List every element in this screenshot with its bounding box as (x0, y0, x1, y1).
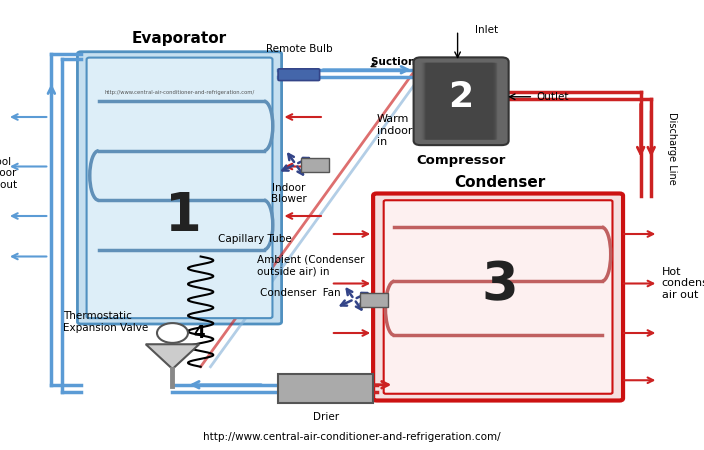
Circle shape (157, 323, 188, 343)
Text: Evaporator: Evaporator (132, 31, 227, 46)
Text: Discharge Line: Discharge Line (667, 112, 677, 185)
FancyBboxPatch shape (278, 374, 373, 403)
Text: Indoor
Blower: Indoor Blower (271, 183, 306, 204)
FancyBboxPatch shape (301, 158, 329, 172)
FancyBboxPatch shape (425, 63, 497, 140)
FancyBboxPatch shape (426, 63, 497, 140)
Text: Inlet: Inlet (475, 25, 498, 36)
Text: Condenser  Fan: Condenser Fan (260, 288, 341, 297)
FancyBboxPatch shape (414, 57, 508, 145)
FancyBboxPatch shape (360, 292, 388, 307)
Text: 3: 3 (482, 260, 518, 312)
Text: Warm
indoor air
in: Warm indoor air in (377, 114, 430, 147)
Text: 2: 2 (448, 80, 474, 114)
Text: 1: 1 (165, 190, 201, 242)
Text: Compressor: Compressor (417, 154, 505, 167)
Text: Capillary Tube: Capillary Tube (218, 234, 292, 243)
Text: Condenser: Condenser (454, 175, 546, 190)
FancyBboxPatch shape (421, 63, 493, 140)
FancyBboxPatch shape (425, 63, 496, 140)
Text: Ambient (Condenser
outside air) in: Ambient (Condenser outside air) in (257, 255, 365, 276)
FancyBboxPatch shape (87, 58, 272, 318)
Text: 4: 4 (194, 324, 206, 342)
FancyBboxPatch shape (384, 200, 612, 394)
Text: Outlet: Outlet (537, 92, 570, 102)
FancyBboxPatch shape (423, 63, 494, 140)
FancyBboxPatch shape (424, 63, 496, 140)
FancyBboxPatch shape (424, 63, 495, 140)
Text: http://www.central-air-conditioner-and-refrigeration.com/: http://www.central-air-conditioner-and-r… (203, 432, 501, 442)
Text: Drier: Drier (313, 412, 339, 422)
Text: Cool
indoor
air out: Cool indoor air out (0, 157, 17, 190)
FancyBboxPatch shape (77, 52, 282, 324)
Text: http://www.central-air-conditioner-and-refrigeration.com/: http://www.central-air-conditioner-and-r… (104, 90, 255, 95)
FancyBboxPatch shape (421, 63, 492, 140)
Text: Thermostatic
Expansion Valve: Thermostatic Expansion Valve (63, 311, 149, 333)
Polygon shape (146, 344, 199, 369)
Text: Hot
condenser
air out: Hot condenser air out (662, 267, 704, 300)
Text: Suction Line: Suction Line (371, 57, 444, 67)
FancyBboxPatch shape (373, 194, 623, 400)
FancyBboxPatch shape (422, 63, 494, 140)
FancyBboxPatch shape (422, 63, 494, 140)
FancyBboxPatch shape (278, 69, 320, 81)
Text: Remote Bulb: Remote Bulb (266, 45, 332, 54)
